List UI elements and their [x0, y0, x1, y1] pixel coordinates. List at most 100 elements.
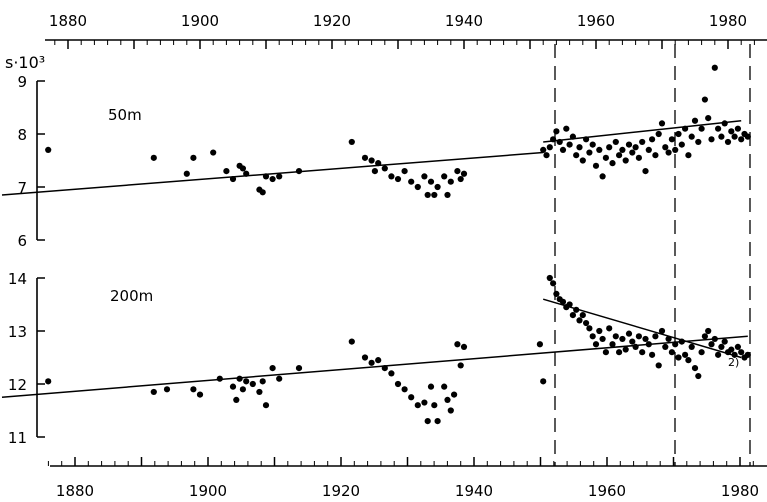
- data-point: [388, 173, 395, 180]
- data-point: [223, 168, 230, 175]
- y-axis-tick-label: 8: [17, 126, 27, 144]
- data-point: [599, 335, 606, 343]
- data-point: [569, 312, 577, 319]
- time-axis-tick-label: 1940: [445, 12, 483, 30]
- panel-200m-label: 200m: [110, 287, 153, 305]
- time-axis-tick-label: 1900: [189, 482, 227, 500]
- data-point: [711, 64, 718, 71]
- data-point: [457, 362, 464, 369]
- data-point: [361, 354, 369, 361]
- data-point: [45, 378, 52, 385]
- data-point: [606, 144, 613, 151]
- data-point: [672, 341, 679, 348]
- data-point: [662, 343, 669, 350]
- y-axis-tick-label: 9: [17, 73, 27, 91]
- data-point: [711, 335, 718, 343]
- data-point: [243, 170, 250, 177]
- data-point: [691, 117, 699, 124]
- data-point: [744, 133, 751, 140]
- time-axis-tick-label: 1920: [313, 12, 351, 30]
- data-point: [163, 386, 171, 393]
- data-point: [708, 341, 715, 348]
- data-point: [715, 125, 722, 132]
- data-point: [566, 141, 573, 148]
- data-point: [665, 335, 672, 343]
- footnote-mark: 2): [728, 356, 739, 369]
- data-point: [718, 133, 725, 140]
- y-axis-tick-label: 12: [8, 376, 27, 394]
- data-point: [368, 359, 375, 366]
- panel-50m-data-points: [45, 64, 751, 199]
- y-axis-tick-label: 11: [8, 429, 27, 447]
- data-point: [451, 391, 458, 398]
- data-point: [616, 152, 623, 159]
- y-axis-tick-label: 7: [17, 179, 27, 197]
- data-point: [645, 341, 652, 348]
- time-axis-tick-label: 1960: [588, 482, 626, 500]
- panel-50m-y-ticks: 6 7 8 9: [17, 73, 45, 250]
- data-point: [738, 136, 745, 143]
- data-point: [434, 418, 441, 425]
- data-point: [744, 351, 751, 358]
- panel-200m-y-ticks: 11 12 13 14: [8, 270, 45, 447]
- time-axis-tick-label: 1920: [322, 482, 360, 500]
- data-point: [563, 125, 570, 132]
- data-point: [45, 146, 52, 153]
- data-point: [408, 178, 415, 185]
- data-point: [183, 170, 190, 177]
- data-point: [361, 154, 369, 161]
- data-point: [295, 365, 303, 372]
- data-point: [632, 144, 639, 151]
- data-point: [401, 168, 408, 175]
- time-axis-tick-label: 1880: [56, 482, 94, 500]
- data-point: [675, 354, 682, 361]
- data-point: [695, 372, 702, 380]
- data-point: [622, 346, 629, 353]
- trend-line: [1, 335, 748, 398]
- data-point: [579, 157, 586, 164]
- data-point: [705, 327, 712, 335]
- data-point: [698, 125, 705, 132]
- data-point: [609, 341, 616, 348]
- data-point: [734, 125, 742, 132]
- data-point: [348, 138, 355, 146]
- data-point: [444, 191, 451, 199]
- data-point: [622, 157, 629, 164]
- data-point: [675, 130, 682, 138]
- data-point: [662, 144, 669, 151]
- data-point: [421, 173, 428, 180]
- data-point: [606, 325, 613, 332]
- panel-200m: 11 12 13 14 200m 2): [1, 270, 751, 447]
- data-point: [269, 365, 276, 372]
- data-point: [460, 170, 468, 177]
- data-point: [642, 168, 649, 175]
- data-point: [269, 175, 276, 183]
- data-point: [602, 154, 610, 161]
- data-point: [256, 388, 263, 396]
- time-axis-tick-label: 1980: [709, 12, 747, 30]
- data-point: [639, 349, 646, 356]
- data-point: [658, 327, 666, 335]
- data-point: [229, 175, 237, 183]
- data-point: [629, 149, 636, 156]
- data-point: [731, 133, 738, 140]
- data-point: [639, 138, 646, 146]
- data-point: [583, 319, 590, 327]
- data-point: [540, 146, 547, 153]
- data-point: [276, 173, 283, 180]
- data-point: [239, 165, 246, 172]
- bottom-axis-tick-labels: 1880 1900 1920 1940 1960 1980: [56, 482, 759, 500]
- data-point: [655, 362, 662, 369]
- data-point: [734, 343, 742, 350]
- data-point: [652, 152, 659, 159]
- data-point: [728, 128, 735, 135]
- data-point: [543, 152, 550, 159]
- data-point: [576, 317, 583, 324]
- top-axis-ticks: [54, 40, 755, 49]
- data-point: [682, 351, 689, 358]
- data-point: [642, 335, 649, 343]
- data-point: [295, 168, 303, 175]
- data-point: [715, 351, 722, 358]
- data-point: [249, 380, 256, 388]
- bottom-time-axis: 1880 1900 1920 1940 1960 1980: [47, 457, 767, 500]
